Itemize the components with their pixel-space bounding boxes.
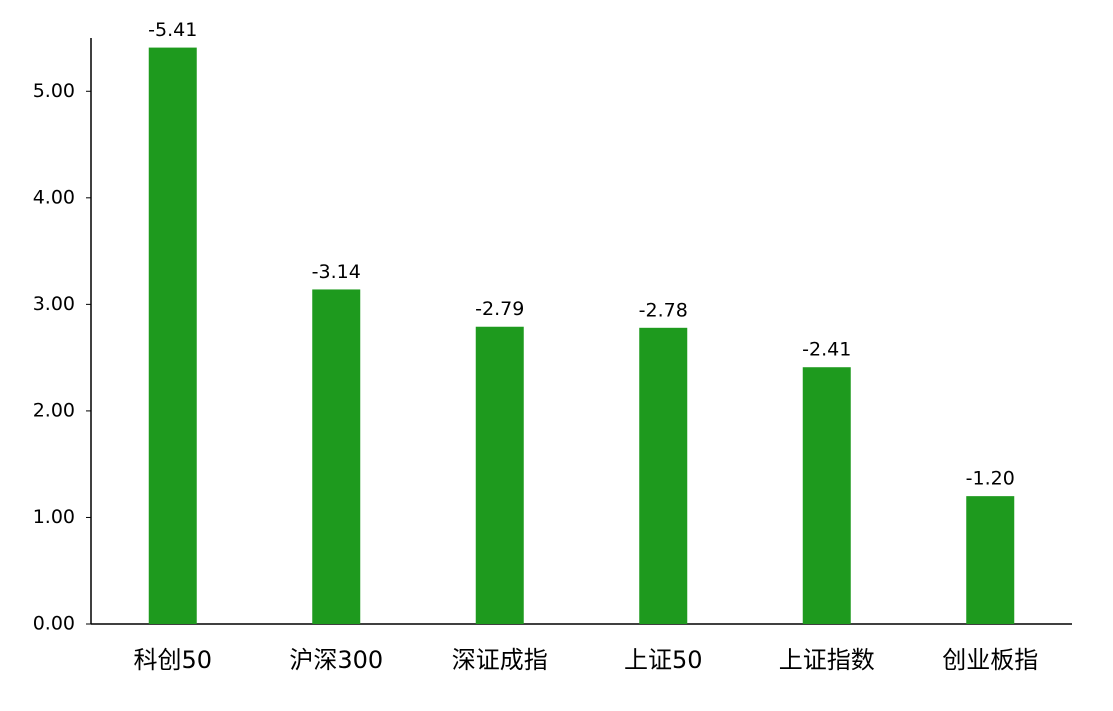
y-tick-label: 4.00 [33,186,75,208]
bar [475,326,524,624]
bar [312,289,361,624]
x-tick-label: 沪深300 [289,646,383,674]
y-tick-label: 0.00 [33,613,75,635]
x-tick-label: 上证指数 [779,646,875,674]
value-label: -2.79 [475,298,524,320]
y-tick-label: 1.00 [33,506,75,528]
value-label: -3.14 [312,261,361,283]
bar [148,47,197,624]
x-tick-label: 深证成指 [452,646,548,674]
y-tick-label: 5.00 [33,80,75,102]
y-tick-label: 2.00 [33,399,75,421]
bar [639,327,688,624]
x-tick-label: 科创50 [133,646,212,674]
bar [802,367,851,624]
value-label: -2.41 [802,339,851,361]
value-label: -1.20 [966,468,1015,490]
value-label: -2.78 [639,299,688,321]
y-tick-label: 3.00 [33,293,75,315]
x-tick-label: 创业板指 [942,646,1038,674]
bar [966,496,1015,624]
x-tick-label: 上证50 [624,646,703,674]
value-label: -5.41 [148,19,197,41]
